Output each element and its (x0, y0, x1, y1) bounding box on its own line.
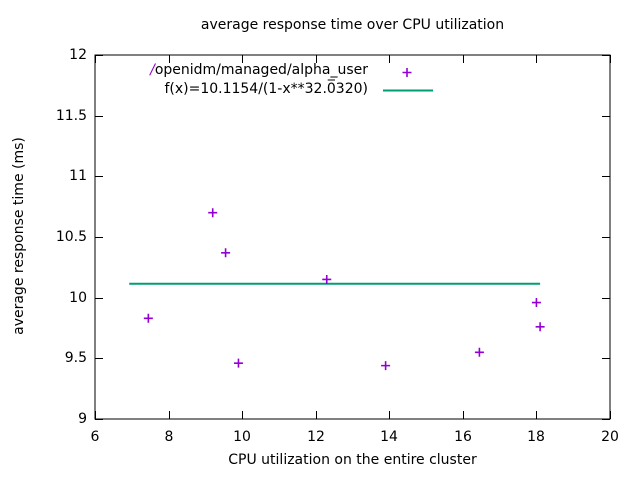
x-tick-label: 14 (380, 429, 398, 445)
legend-series-label: openidm/managed/alpha_user (154, 62, 368, 78)
legend-fit-label: f(x)=10.1154/(1-x**32.0̅320) (164, 81, 368, 97)
plot-border (94, 54, 611, 420)
data-point (531, 298, 541, 308)
y-axis-title: average response time (ms) (11, 137, 27, 335)
legend-series-prefix: / (150, 62, 155, 78)
y-tick-label: 11.5 (55, 108, 87, 124)
legend-fit-row: f(x)=10.1154/(1-x**32.0̅320) (100, 80, 368, 99)
data-point (208, 208, 218, 218)
y-tick-label: 10 (69, 290, 87, 306)
data-point (474, 347, 484, 357)
x-axis-title: CPU utilization on the entire cluster (228, 452, 477, 468)
y-tick-label: 10.5 (55, 229, 87, 245)
legend: /openidm/managed/alpha_user f(x)=10.1154… (100, 61, 368, 99)
y-tick-label: 11 (69, 168, 87, 184)
x-tick-label: 6 (90, 429, 100, 445)
x-tick-label: 8 (164, 429, 174, 445)
y-tick-label: 12 (69, 47, 87, 63)
x-tick-label: 10 (233, 429, 251, 445)
x-tick-label: 18 (527, 429, 545, 445)
data-point (221, 248, 231, 258)
data-point (322, 274, 332, 284)
data-point (233, 358, 243, 368)
x-tick-label: 16 (454, 429, 472, 445)
x-tick-label: 20 (601, 429, 619, 445)
data-point (381, 361, 391, 371)
y-tick-label: 9.5 (64, 350, 87, 366)
x-tick-label: 12 (307, 429, 325, 445)
legend-series-marker (402, 68, 412, 77)
chart-title: average response time over CPU utilizati… (200, 17, 505, 33)
data-point (143, 313, 153, 323)
y-tick-label: 9 (78, 411, 87, 427)
legend-series-row: /openidm/managed/alpha_user (100, 61, 368, 80)
data-point (535, 322, 545, 332)
